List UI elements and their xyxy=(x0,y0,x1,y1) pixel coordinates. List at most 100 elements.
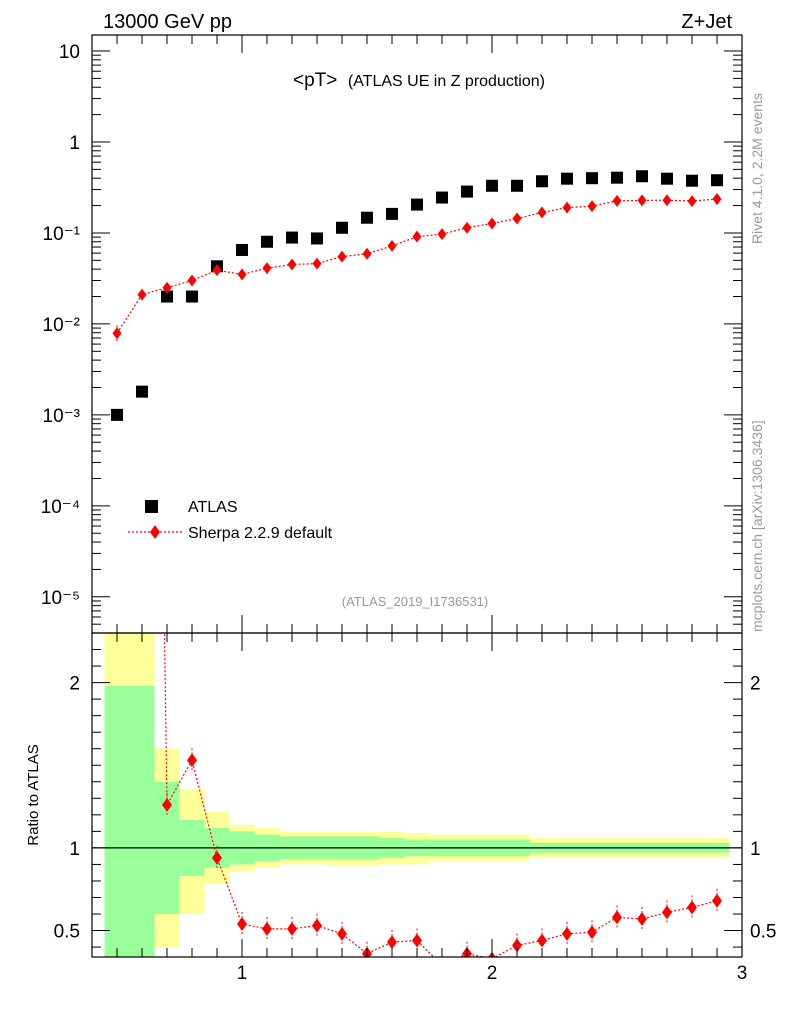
ratio-ylabel: Ratio to ATLAS xyxy=(25,744,42,845)
mcplots-label: mcplots.cern.ch [arXiv:1306.3436] xyxy=(749,420,765,632)
energy-label: 13000 GeV pp xyxy=(103,11,232,33)
legend-atlas-label: ATLAS xyxy=(188,499,238,516)
process-label: Z+Jet xyxy=(681,11,732,33)
ratio-sherpa-point xyxy=(262,921,272,936)
plot-title-sub: (ATLAS UE in Z production) xyxy=(348,73,545,90)
atlas-point xyxy=(336,221,348,234)
ratio-sherpa-point xyxy=(512,938,522,953)
atlas-point xyxy=(236,243,248,256)
sherpa-point xyxy=(112,327,122,340)
ratio-ytick-label: 0.5 xyxy=(54,922,80,943)
ratio-xtick-label: 1 xyxy=(237,963,248,984)
ratio-sherpa-point xyxy=(337,926,347,941)
atlas-point xyxy=(711,174,723,187)
main-ytick-label: 1 xyxy=(69,133,80,154)
sherpa-point xyxy=(662,194,672,207)
main-ytick-label: 10 xyxy=(59,42,80,63)
ratio-sherpa-point xyxy=(212,850,222,865)
plot-title-main: <pT> xyxy=(293,70,337,91)
atlas-point xyxy=(186,290,198,303)
sherpa-point xyxy=(537,206,547,219)
main-ytick-label: 10⁻¹ xyxy=(43,224,81,245)
ratio-xtick-label: 3 xyxy=(737,963,748,984)
atlas-point xyxy=(686,174,698,187)
ratio-sherpa-point xyxy=(312,918,322,933)
ratio-sherpa-point xyxy=(687,900,697,915)
sherpa-point xyxy=(212,264,222,277)
ratio-sherpa-point xyxy=(562,926,572,941)
ratio-sherpa-point xyxy=(537,933,547,948)
atlas-point xyxy=(661,172,673,185)
main-ytick-label: 10⁻³ xyxy=(43,406,81,427)
sherpa-point xyxy=(637,194,647,207)
atlas-point xyxy=(261,235,273,248)
main-frame xyxy=(91,34,743,634)
sherpa-point xyxy=(137,288,147,301)
ratio-sherpa-point xyxy=(387,935,397,950)
atlas-point xyxy=(636,170,648,183)
sherpa-point xyxy=(162,281,172,294)
ratio-uncertainty-bands xyxy=(92,633,742,957)
ratio-sherpa-point xyxy=(187,753,197,768)
sherpa-point xyxy=(587,200,597,213)
atlas-point xyxy=(161,290,173,303)
atlas-point xyxy=(361,211,373,224)
sherpa-point xyxy=(187,274,197,287)
plot-title: <pT> (ATLAS UE in Z production) xyxy=(293,70,545,91)
ratio-sherpa-point xyxy=(712,893,722,908)
sherpa-point xyxy=(262,262,272,275)
atlas-point xyxy=(611,171,623,184)
ratio-ytick-label-right: 0.5 xyxy=(750,922,776,943)
ratio-sherpa-point xyxy=(437,958,447,972)
atlas-point xyxy=(386,207,398,220)
legend-sherpa-label: Sherpa 2.2.9 default xyxy=(188,525,333,542)
sherpa-line xyxy=(116,198,718,334)
atlas-point xyxy=(586,172,598,185)
sherpa-point xyxy=(437,228,447,241)
sherpa-point xyxy=(412,230,422,243)
ratio-sherpa-point xyxy=(287,921,297,936)
ratio-sherpa-point xyxy=(637,911,647,926)
main-ytick-label: 10⁻⁵ xyxy=(41,588,80,609)
sherpa-point xyxy=(287,258,297,271)
main-ytick-label: 10⁻² xyxy=(43,315,81,336)
atlas-point xyxy=(461,185,473,198)
legend-atlas-marker xyxy=(145,500,158,513)
sherpa-point xyxy=(687,195,697,208)
analysis-id-label: (ATLAS_2019_I1736531) xyxy=(342,594,488,609)
ratio-sherpa-point xyxy=(587,925,597,940)
atlas-point xyxy=(486,179,498,192)
ratio-sherpa-point xyxy=(412,933,422,948)
ratio-sherpa-point xyxy=(662,905,672,920)
atlas-point xyxy=(286,231,298,244)
main-series-layer xyxy=(111,170,723,421)
ratio-sherpa-point xyxy=(162,797,172,812)
rivet-version-label: Rivet 4.1.0, 2.2M events xyxy=(749,93,765,244)
legend-sherpa-marker xyxy=(150,525,160,539)
ratio-ytick-label-right: 2 xyxy=(750,674,761,695)
sherpa-point xyxy=(312,257,322,270)
sherpa-point xyxy=(387,239,397,252)
sherpa-point xyxy=(712,193,722,206)
sherpa-point xyxy=(612,194,622,207)
atlas-point xyxy=(536,175,548,188)
sherpa-point xyxy=(512,212,522,225)
sherpa-point xyxy=(337,250,347,263)
atlas-point xyxy=(511,179,523,192)
ratio-ytick-label-right: 1 xyxy=(750,839,761,860)
atlas-point xyxy=(561,172,573,185)
sherpa-point xyxy=(462,221,472,234)
stat-band-bin xyxy=(104,685,155,957)
sherpa-point xyxy=(562,201,572,214)
legend: ATLAS Sherpa 2.2.9 default xyxy=(128,499,333,542)
ratio-sherpa-point xyxy=(237,916,247,931)
ratio-xtick-label: 2 xyxy=(487,963,498,984)
atlas-point xyxy=(311,232,323,245)
atlas-point xyxy=(111,408,123,421)
sherpa-point xyxy=(237,268,247,281)
atlas-point xyxy=(436,191,448,204)
main-ytick-label: 10⁻⁴ xyxy=(41,497,80,518)
sherpa-point xyxy=(487,217,497,230)
